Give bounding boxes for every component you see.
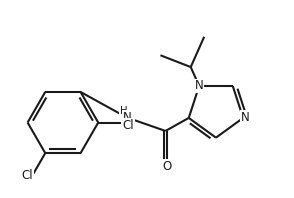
Text: N: N [195, 79, 203, 92]
Text: H: H [120, 107, 127, 116]
Text: Cl: Cl [122, 119, 134, 132]
Text: N: N [240, 111, 249, 124]
Text: Cl: Cl [22, 169, 33, 182]
Text: N: N [122, 111, 131, 124]
Text: O: O [163, 160, 172, 173]
